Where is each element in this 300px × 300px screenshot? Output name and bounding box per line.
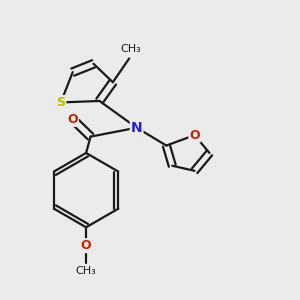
- Text: S: S: [56, 96, 65, 109]
- Text: O: O: [81, 239, 92, 252]
- Text: N: N: [131, 121, 142, 135]
- Text: O: O: [68, 113, 78, 126]
- Text: CH₃: CH₃: [76, 266, 97, 276]
- Text: O: O: [189, 129, 200, 142]
- Text: CH₃: CH₃: [120, 44, 141, 54]
